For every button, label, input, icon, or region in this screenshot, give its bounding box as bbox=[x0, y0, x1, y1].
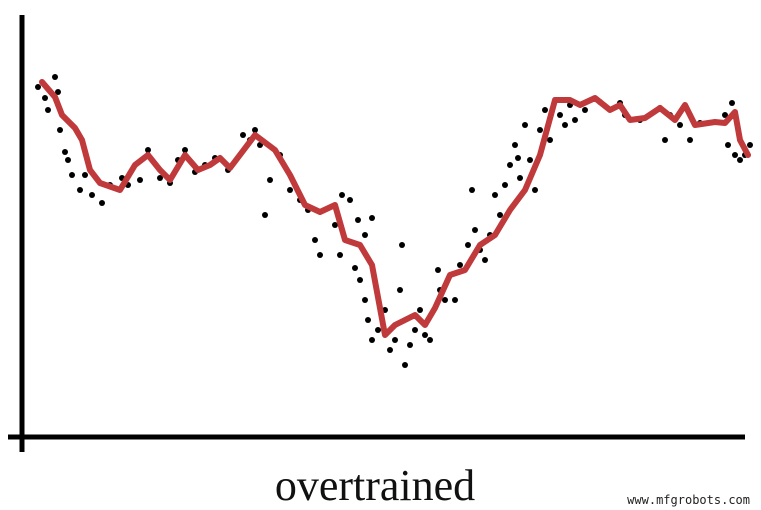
point bbox=[492, 192, 498, 198]
point bbox=[89, 192, 95, 198]
point bbox=[57, 127, 63, 133]
point bbox=[352, 265, 358, 271]
point bbox=[82, 172, 88, 178]
point bbox=[332, 222, 338, 228]
point bbox=[412, 327, 418, 333]
point bbox=[427, 337, 433, 343]
point bbox=[69, 172, 75, 178]
point bbox=[42, 95, 48, 101]
point bbox=[532, 187, 538, 193]
point bbox=[365, 317, 371, 323]
point bbox=[387, 347, 393, 353]
watermark: www.mfgrobots.com bbox=[627, 493, 750, 507]
point bbox=[357, 277, 363, 283]
point bbox=[347, 197, 353, 203]
point bbox=[662, 137, 668, 143]
point bbox=[137, 177, 143, 183]
point bbox=[542, 107, 548, 113]
point bbox=[240, 132, 246, 138]
point bbox=[55, 89, 61, 95]
point bbox=[442, 297, 448, 303]
x-axis-label: overtrained bbox=[275, 461, 475, 510]
point bbox=[722, 112, 728, 118]
point bbox=[262, 212, 268, 218]
point bbox=[407, 342, 413, 348]
point bbox=[369, 337, 375, 343]
point bbox=[77, 187, 83, 193]
point bbox=[362, 232, 368, 238]
point bbox=[267, 177, 273, 183]
point bbox=[687, 137, 693, 143]
point bbox=[397, 287, 403, 293]
point bbox=[362, 297, 368, 303]
point bbox=[312, 237, 318, 243]
point bbox=[502, 182, 508, 188]
point bbox=[399, 242, 405, 248]
point bbox=[417, 307, 423, 313]
point bbox=[517, 175, 523, 181]
point bbox=[732, 152, 738, 158]
point bbox=[497, 212, 503, 218]
point bbox=[35, 84, 41, 90]
point bbox=[157, 175, 163, 181]
point bbox=[729, 100, 735, 106]
point bbox=[527, 157, 533, 163]
point bbox=[45, 107, 51, 113]
point bbox=[562, 122, 568, 128]
point bbox=[252, 127, 258, 133]
point bbox=[482, 257, 488, 263]
point bbox=[537, 127, 543, 133]
point bbox=[557, 112, 563, 118]
point bbox=[435, 267, 441, 273]
point bbox=[339, 192, 345, 198]
point bbox=[465, 242, 471, 248]
point bbox=[369, 215, 375, 221]
point bbox=[422, 332, 428, 338]
point bbox=[725, 142, 731, 148]
point bbox=[145, 147, 151, 153]
point bbox=[469, 187, 475, 193]
point bbox=[512, 142, 518, 148]
point bbox=[355, 217, 361, 223]
point bbox=[472, 227, 478, 233]
trend-line bbox=[39, 79, 751, 338]
point bbox=[182, 147, 188, 153]
point bbox=[582, 107, 588, 113]
point bbox=[317, 252, 323, 258]
point bbox=[52, 74, 58, 80]
point bbox=[392, 337, 398, 343]
point bbox=[507, 162, 513, 168]
point bbox=[547, 137, 553, 143]
point bbox=[375, 327, 381, 333]
point bbox=[737, 157, 743, 163]
point bbox=[522, 122, 528, 128]
point bbox=[572, 117, 578, 123]
point bbox=[515, 155, 521, 161]
point bbox=[337, 252, 343, 258]
point bbox=[99, 200, 105, 206]
point bbox=[287, 187, 293, 193]
point bbox=[457, 262, 463, 268]
point bbox=[402, 362, 408, 368]
point bbox=[62, 149, 68, 155]
point bbox=[677, 122, 683, 128]
point bbox=[452, 297, 458, 303]
point bbox=[65, 157, 71, 163]
point bbox=[747, 142, 753, 148]
